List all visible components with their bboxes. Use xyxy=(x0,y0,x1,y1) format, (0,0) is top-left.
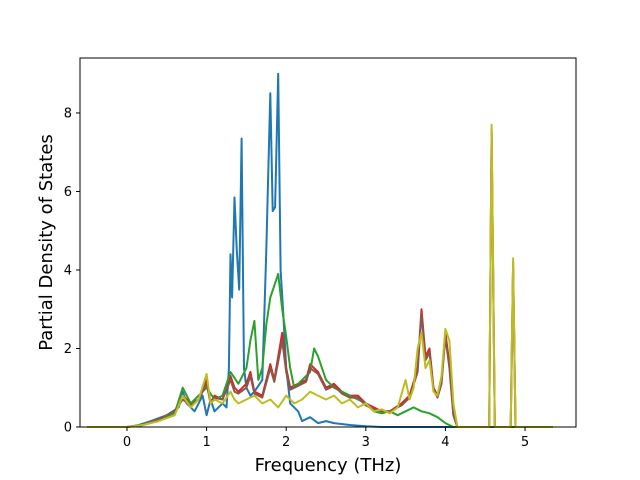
y-tick-label: 2 xyxy=(64,342,72,357)
x-tick-label: 4 xyxy=(441,435,449,450)
series-line-3 xyxy=(87,272,553,428)
series-line-5 xyxy=(87,123,553,428)
x-tick-label: 0 xyxy=(123,435,131,450)
x-axis-label: Frequency (THz) xyxy=(255,455,402,476)
y-axis-ticks: 0 2 4 6 8 xyxy=(64,106,80,436)
x-tick-label: 5 xyxy=(521,435,529,450)
y-tick-label: 4 xyxy=(64,263,72,278)
x-tick-label: 3 xyxy=(362,435,370,450)
y-tick-label: 8 xyxy=(64,106,72,121)
x-tick-label: 2 xyxy=(282,435,290,450)
series-layer xyxy=(87,72,553,428)
axes-frame xyxy=(79,57,577,428)
y-axis-label: Partial Density of States xyxy=(36,134,57,351)
y-tick-label: 0 xyxy=(64,421,72,436)
x-tick-label: 1 xyxy=(202,435,210,450)
x-axis-ticks: 0 1 2 3 4 5 xyxy=(123,427,529,450)
y-tick-label: 6 xyxy=(64,185,72,200)
